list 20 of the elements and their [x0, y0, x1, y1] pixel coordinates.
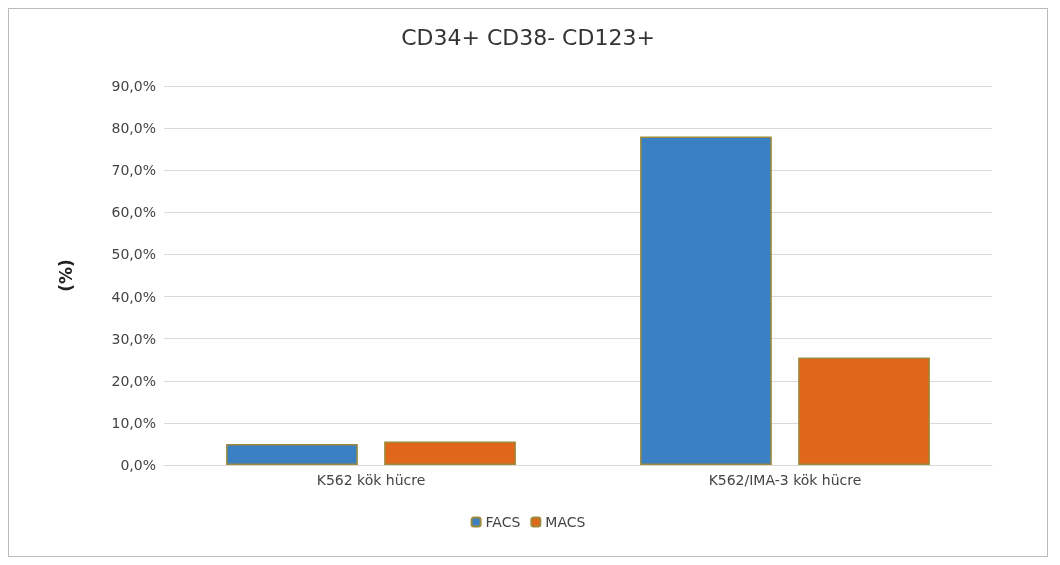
- y-tick-label: 0,0%: [120, 457, 156, 473]
- x-tick-label: K562 kök hücre: [316, 472, 426, 488]
- chart-title: CD34+ CD38- CD123+: [401, 24, 655, 50]
- y-tick-label: 10,0%: [111, 414, 156, 431]
- y-tick-label: 30,0%: [111, 330, 156, 347]
- bar: [640, 136, 772, 465]
- y-tick-label: 50,0%: [111, 246, 156, 263]
- y-tick-label: 80,0%: [111, 120, 156, 137]
- x-tick-label: K562/IMA-3 kök hücre: [708, 472, 862, 488]
- y-tick-label: 90,0%: [111, 78, 156, 94]
- bar: [798, 357, 930, 465]
- y-tick-label: 20,0%: [111, 372, 156, 389]
- bar: [384, 441, 516, 465]
- y-tick-label: 40,0%: [111, 288, 156, 305]
- y-axis-title: (%): [55, 259, 76, 292]
- bar: [226, 443, 358, 465]
- y-tick-label: 70,0%: [111, 162, 156, 179]
- legend-label: FACS: [485, 514, 521, 530]
- y-tick-label: 60,0%: [111, 204, 156, 221]
- legend-label: MACS: [545, 514, 586, 530]
